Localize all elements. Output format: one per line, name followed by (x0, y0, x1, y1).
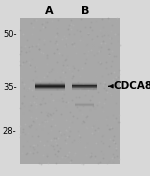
Text: A: A (45, 7, 54, 16)
Bar (35, 87, 65, 88)
Text: 28-: 28- (3, 127, 16, 136)
Bar (35, 81, 65, 82)
Text: B: B (81, 7, 90, 16)
Bar (35, 87, 65, 88)
Bar (35, 83, 65, 84)
Bar (35, 88, 65, 89)
Text: 50-: 50- (3, 30, 16, 39)
Bar (20, 18, 120, 164)
Bar (35, 84, 65, 85)
Bar (35, 82, 65, 83)
Bar (35, 89, 65, 90)
Bar (35, 90, 65, 91)
Bar (35, 82, 65, 83)
Text: CDCA8: CDCA8 (113, 81, 150, 91)
Bar (35, 85, 65, 86)
Text: 35-: 35- (3, 83, 16, 92)
Bar (35, 86, 65, 87)
